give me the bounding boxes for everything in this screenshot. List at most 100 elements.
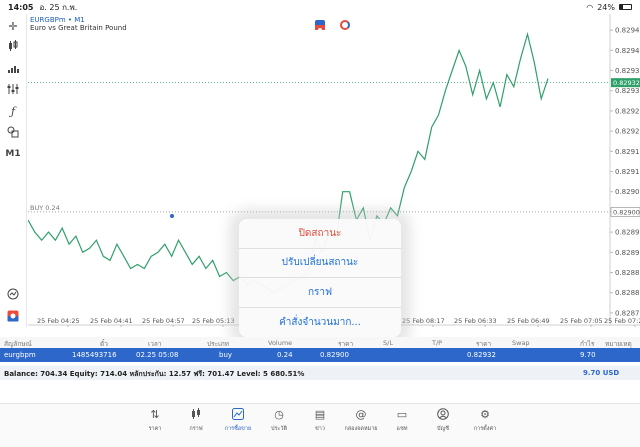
header-ticket: ตั๋ว: [100, 340, 108, 348]
header-symbol: สัญลักษณ์: [4, 340, 32, 348]
header-time: เวลา: [148, 340, 162, 348]
row-ticket: 1485493716: [72, 351, 117, 359]
buy-line-label: BUY 0.24: [30, 204, 60, 212]
nav-settings[interactable]: ⚙ การตั้งค่า: [473, 408, 497, 432]
header-current-price: ราคา: [476, 340, 492, 348]
bottom-navigation: ⇅ ราคา กราฟ การซื้อขาย ◷ ประวัติ ▤ ข่าว …: [0, 403, 640, 447]
header-price: ราคา: [338, 340, 354, 348]
row-price: 0.82900: [320, 351, 349, 359]
buy-price-tag: 0.82900: [613, 208, 640, 216]
table-row[interactable]: eurgbpm 1485493716 02.25 05:08 buy 0.24 …: [0, 348, 640, 362]
header-volume: Volume: [268, 339, 293, 347]
total-profit: 9.70 USD: [583, 369, 620, 377]
current-price-tag: 0.82932: [613, 79, 640, 87]
header-sl: S/L: [383, 339, 393, 347]
y-tick-label: 0.82935: [615, 67, 640, 75]
battery-icon: [619, 4, 632, 10]
trade-table-header: สัญลักษณ์ ตั๋ว เวลา ประเภท Volume ราคา S…: [0, 337, 640, 348]
header-tp: T/P: [432, 339, 443, 347]
y-tick-label: 0.82945: [615, 27, 640, 35]
chart-symbol: EURGBPm • M1: [30, 16, 85, 24]
x-tick-label: 25 Feb 08:17: [402, 317, 445, 325]
chart-description: Euro vs Great Britain Pound: [30, 24, 127, 32]
header-type: ประเภท: [207, 340, 229, 348]
position-action-sheet: ปิดสถานะ ปรับเปลี่ยนสถานะ กราฟ คำสั่งจำน…: [239, 219, 401, 337]
status-time: 14:05: [8, 2, 34, 12]
candles-icon[interactable]: [3, 38, 23, 54]
x-tick-label: 25 Feb 04:41: [90, 317, 133, 325]
indicators-icon[interactable]: [3, 81, 23, 97]
objects-icon[interactable]: [3, 124, 23, 140]
mailbox-icon: @: [355, 408, 367, 421]
nav-chart[interactable]: กราฟ: [176, 408, 216, 433]
close-position-button[interactable]: ปิดสถานะ: [239, 219, 401, 249]
nav-chat[interactable]: ▭ แชท: [396, 408, 408, 432]
status-date: อ. 25 ก.พ.: [39, 2, 78, 12]
chat-icon: ▭: [396, 408, 408, 421]
left-toolbar: ✛ ƒ M1: [0, 14, 27, 327]
zoom-icon[interactable]: [3, 286, 23, 302]
nav-news[interactable]: ▤ ข่าว: [314, 408, 326, 432]
header-swap: Swap: [512, 339, 530, 347]
x-tick-label: 25 Feb 04:57: [142, 317, 185, 325]
header-profit: กำไร: [580, 340, 595, 348]
nav-trade[interactable]: การซื้อขาย: [218, 408, 258, 433]
battery-percent: 24%: [597, 2, 615, 12]
balance-row: Balance: 704.34 Equity: 714.04 หลักประกั…: [0, 366, 640, 380]
x-tick-label: 25 Feb 07:05: [560, 317, 603, 325]
trade-icon: [232, 408, 244, 422]
signal-icon[interactable]: [340, 20, 350, 30]
header-comment: หมายเหตุ: [605, 340, 632, 348]
settings-icon: ⚙: [480, 408, 490, 421]
timeframe-button[interactable]: M1: [5, 149, 21, 159]
crosshair-icon[interactable]: ✛: [8, 19, 18, 33]
row-current-price: 0.82932: [467, 351, 496, 359]
trade-panel-icon[interactable]: [3, 308, 23, 324]
y-tick-label: 0.82915: [615, 148, 640, 156]
x-tick-label: 25 Feb 04:25: [37, 317, 80, 325]
y-tick-label: 0.82905: [615, 188, 640, 196]
row-profit: 9.70: [580, 351, 596, 359]
chart-button[interactable]: กราฟ: [239, 278, 401, 308]
chart-icon: [190, 408, 202, 422]
nav-history[interactable]: ◷ ประวัติ: [270, 408, 288, 432]
y-tick-label: 0.82885: [615, 269, 640, 277]
x-tick-label: 25 Feb 06:33: [454, 317, 497, 325]
bars-icon[interactable]: [3, 60, 23, 76]
nav-mailbox[interactable]: @ กล่องจดหมาย: [344, 408, 378, 432]
y-tick-label: 0.82925: [615, 107, 640, 115]
y-tick-label: 0.82895: [615, 229, 640, 237]
row-time: 02.25 05:08: [136, 351, 179, 359]
x-tick-label: 25 Feb 06:49: [507, 317, 550, 325]
buy-price-box: [610, 207, 640, 217]
quotes-icon: ⇅: [150, 408, 160, 421]
balance-summary: Balance: 704.34 Equity: 714.04 หลักประกั…: [4, 370, 305, 378]
nav-account[interactable]: บัญชี: [423, 408, 463, 433]
y-tick-label: 0.82875: [615, 309, 640, 317]
status-bar: 14:05 อ. 25 ก.พ. ◠ 24%: [0, 0, 640, 14]
news-icon: ▤: [314, 408, 326, 421]
nav-quotes[interactable]: ⇅ ราคา: [148, 408, 162, 432]
bulk-operations-button[interactable]: คำสั่งจำนวนมาก...: [279, 316, 361, 328]
history-icon: ◷: [274, 408, 284, 421]
wifi-icon: ◠: [586, 2, 594, 12]
modify-position-button[interactable]: ปรับเปลี่ยนสถานะ: [239, 249, 401, 278]
function-icon[interactable]: ƒ: [10, 104, 16, 118]
row-type: buy: [219, 351, 233, 359]
entry-marker: [170, 213, 174, 218]
x-tick-label: 25 Feb 05:13: [192, 317, 235, 325]
one-click-trading-icon[interactable]: [315, 20, 325, 32]
x-tick-label: 25 Feb 07:21: [604, 317, 640, 325]
current-price-box: [611, 78, 640, 88]
row-symbol: eurgbpm: [4, 351, 36, 359]
account-icon: [437, 408, 449, 422]
row-volume: 0.24: [277, 351, 293, 359]
